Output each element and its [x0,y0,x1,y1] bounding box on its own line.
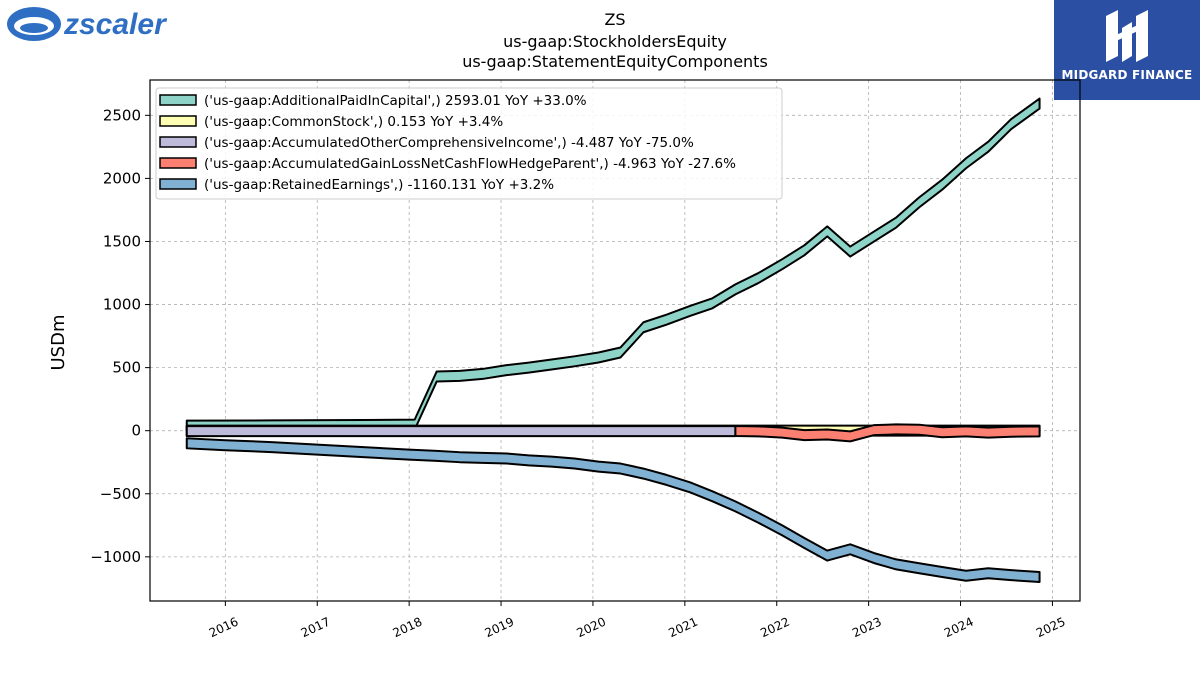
y-tick-label: −500 [100,485,141,503]
legend-entry-3: ('us-gaap:AccumulatedGainLossNetCashFlow… [204,156,736,172]
legend-swatch-1 [159,115,197,127]
legend-entry-1: ('us-gaap:CommonStock',) 0.153 YoY +3.4% [204,114,503,130]
y-tick-label: 500 [112,359,141,377]
legend-swatch-3 [159,157,197,169]
legend-swatch-0 [159,94,197,106]
cloud-icon [7,7,61,41]
x-tick-label: 2019 [483,615,517,641]
chart-subtitle-2: us-gaap:StatementEquityComponents [462,52,768,71]
legend: ('us-gaap:AdditionalPaidInCapital',) 259… [155,87,783,200]
x-tick-label: 2020 [574,615,608,641]
chart-title: ZS [604,10,626,29]
x-tick-label: 2023 [850,615,884,641]
series-band-2 [185,425,737,438]
legend-swatch-2 [159,136,197,148]
x-tick-label: 2025 [1034,615,1068,641]
x-tick-label: 2024 [942,615,976,641]
y-axis-label: USDm [48,315,69,371]
y-tick-label: 0 [131,422,141,440]
series-band-4 [185,437,1041,584]
legend-swatch-4 [159,178,197,190]
y-tick-label: 2500 [103,106,141,124]
y-tick-label: 1500 [103,232,141,250]
x-tick-label: 2022 [758,615,792,641]
legend-box [155,87,783,200]
x-tick-label: 2016 [207,615,241,641]
series-band-3 [734,423,1041,443]
midgard-mark-icon [1106,10,1148,62]
legend-entry-4: ('us-gaap:RetainedEarnings',) -1160.131 … [204,177,554,193]
x-tick-label: 2018 [391,615,425,641]
y-tick-label: −1000 [90,548,141,566]
y-tick-label: 1000 [103,296,141,314]
series-band-1 [185,424,1041,437]
series-band-0 [185,97,1041,432]
chart-subtitle-1: us-gaap:StockholdersEquity [503,32,727,51]
zscaler-logo: zscaler [7,7,168,41]
x-tick-label: 2021 [666,615,700,641]
x-tick-label: 2017 [299,615,333,641]
midgard-finance-wordmark: MIDGARD FINANCE [1061,68,1193,82]
zscaler-wordmark: zscaler [63,8,168,41]
y-tick-label: 2000 [103,169,141,187]
legend-entry-2: ('us-gaap:AccumulatedOtherComprehensiveI… [204,135,694,151]
legend-entry-0: ('us-gaap:AdditionalPaidInCapital',) 259… [204,93,587,109]
plot-frame [149,79,1081,602]
